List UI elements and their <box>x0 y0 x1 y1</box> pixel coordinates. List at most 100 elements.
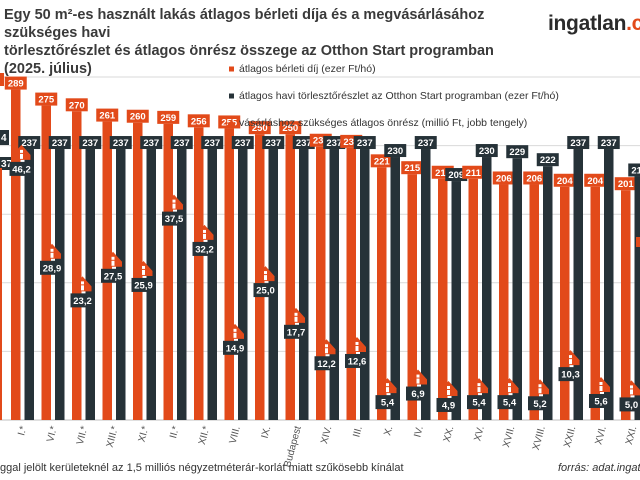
rent-bar <box>407 174 417 420</box>
rent-value-label-box <box>370 154 393 168</box>
rent-value-label: 211 <box>435 168 451 179</box>
x-tick-label: XVI. <box>593 425 609 446</box>
rent-value-label: 206 <box>496 173 512 184</box>
installment-value-label: 237 <box>265 138 281 149</box>
installment-value-label-box <box>109 136 132 150</box>
downpayment-value-label-box <box>345 353 369 368</box>
downpayment-marker-stem <box>599 385 603 391</box>
x-tick-label: X. <box>382 425 395 437</box>
cropped-installment-label-box <box>0 157 12 170</box>
rent-value-label-box <box>187 114 210 128</box>
logo-main: ingatlan <box>548 12 627 35</box>
rent-value-label: 221 <box>374 156 391 167</box>
installment-value-label: 237 <box>357 138 373 149</box>
installment-value-label: 229 <box>509 147 525 158</box>
category-group: 256 237 32,2 XII.* <box>187 114 224 446</box>
rent-bar <box>560 186 570 420</box>
rent-bar <box>11 89 21 421</box>
legend-label: vásárláshoz szükséges átlagos önrész (mi… <box>239 117 527 129</box>
installment-value-label-box <box>201 136 224 150</box>
category-group: 260 237 25,9 XI.* <box>126 109 163 443</box>
downpayment-value-label: 46,2 <box>12 164 31 175</box>
downpayment-marker-dot <box>630 385 633 389</box>
x-tick-label: XVIII. <box>531 425 548 451</box>
downpayment-value-label-box <box>528 396 552 411</box>
installment-bar <box>329 149 339 420</box>
downpayment-value-label: 10,3 <box>561 370 580 381</box>
rent-bar <box>285 134 295 420</box>
rent-value-label-box <box>96 108 119 122</box>
rent-value-label-box <box>248 121 271 135</box>
rent-value-label-box <box>65 98 88 112</box>
rent-bar <box>346 147 356 421</box>
category-group: 250 237 25,0 IX. <box>248 121 285 440</box>
downpayment-value-label: 5,4 <box>472 398 486 409</box>
category-group: 270 237 23,2 VII.* <box>65 98 102 446</box>
rent-value-label-box <box>523 171 546 185</box>
rent-value-label: 289 <box>8 79 24 90</box>
installment-bar <box>482 157 492 421</box>
category-group: 275 237 28,9 VI.* <box>35 92 71 444</box>
cropped-rent-label-box <box>0 73 4 86</box>
downpayment-marker-dot <box>233 328 237 332</box>
downpayment-marker-stem <box>508 387 511 393</box>
rent-bar <box>194 127 204 420</box>
downpayment-marker-stem <box>569 359 572 365</box>
installment-bar <box>24 149 34 420</box>
downpayment-marker-dot <box>142 265 145 269</box>
chart-source: forrás: adat.ingatl <box>558 462 640 474</box>
x-tick-label: VIII. <box>228 425 243 445</box>
installment-value-label: 209 <box>448 170 464 181</box>
rent-bar <box>468 178 478 420</box>
installment-value-label-box <box>597 136 620 150</box>
x-tick-label: XIV. <box>319 425 334 445</box>
downpayment-value-label: 32,2 <box>195 244 214 255</box>
installment-bar <box>116 149 126 420</box>
installment-value-label: 237 <box>21 138 37 149</box>
downpayment-marker-dot <box>264 271 267 275</box>
installment-value-label-box <box>140 136 163 150</box>
downpayment-marker-dot <box>447 385 450 389</box>
chart-title-line-2: törlesztőrészlet és átlagos önrész össze… <box>4 43 494 77</box>
downpayment-value-label-box <box>284 324 308 339</box>
installment-value-label-box <box>414 136 437 150</box>
downpayment-value-label-box <box>375 395 400 410</box>
downpayment-value-label-box <box>406 386 430 401</box>
x-tick-label: VI.* <box>45 425 60 444</box>
rent-value-label-box <box>462 165 485 179</box>
category-group: 259 237 37,5 II.* <box>157 110 193 440</box>
installment-value-label-box <box>262 136 285 150</box>
rent-value-label: 204 <box>557 176 574 187</box>
downpayment-value-label: 28,9 <box>43 263 62 274</box>
chart-footnote: ggal jelölt kerületeknél az 1,5 milliós … <box>0 462 404 474</box>
cropped-right-marker <box>636 237 640 247</box>
installment-value-label: 237 <box>204 138 220 149</box>
installment-value-label-box <box>536 153 559 167</box>
category-group: 289 237 46,2 I.* <box>4 76 41 437</box>
downpayment-value-label-box <box>558 367 583 382</box>
installment-value-label-box <box>170 136 193 150</box>
downpayment-marker-dot <box>203 229 206 233</box>
installment-bar <box>55 149 65 420</box>
rent-value-label-box <box>126 109 149 123</box>
installment-value-label: 237 <box>570 138 586 149</box>
installment-bar <box>573 149 583 420</box>
rent-bar <box>621 190 631 420</box>
downpayment-marker-dot <box>416 374 420 378</box>
installment-value-label: 237 <box>296 138 312 149</box>
downpayment-value-label: 5,6 <box>594 396 607 407</box>
rent-bar <box>377 167 387 420</box>
rent-value-label: 211 <box>466 168 482 179</box>
downpayment-marker-stem <box>294 316 298 322</box>
downpayment-value-label-box <box>70 293 95 308</box>
rent-value-label: 239 <box>313 136 329 147</box>
rent-bar <box>163 123 173 421</box>
x-tick-label: XXII. <box>562 425 578 449</box>
x-tick-label: XV. <box>472 425 487 443</box>
rent-value-label: 238 <box>343 137 359 148</box>
rent-value-label: 260 <box>130 112 146 123</box>
installment-value-label: 237 <box>82 138 98 149</box>
downpayment-value-label: 5,0 <box>625 400 638 411</box>
